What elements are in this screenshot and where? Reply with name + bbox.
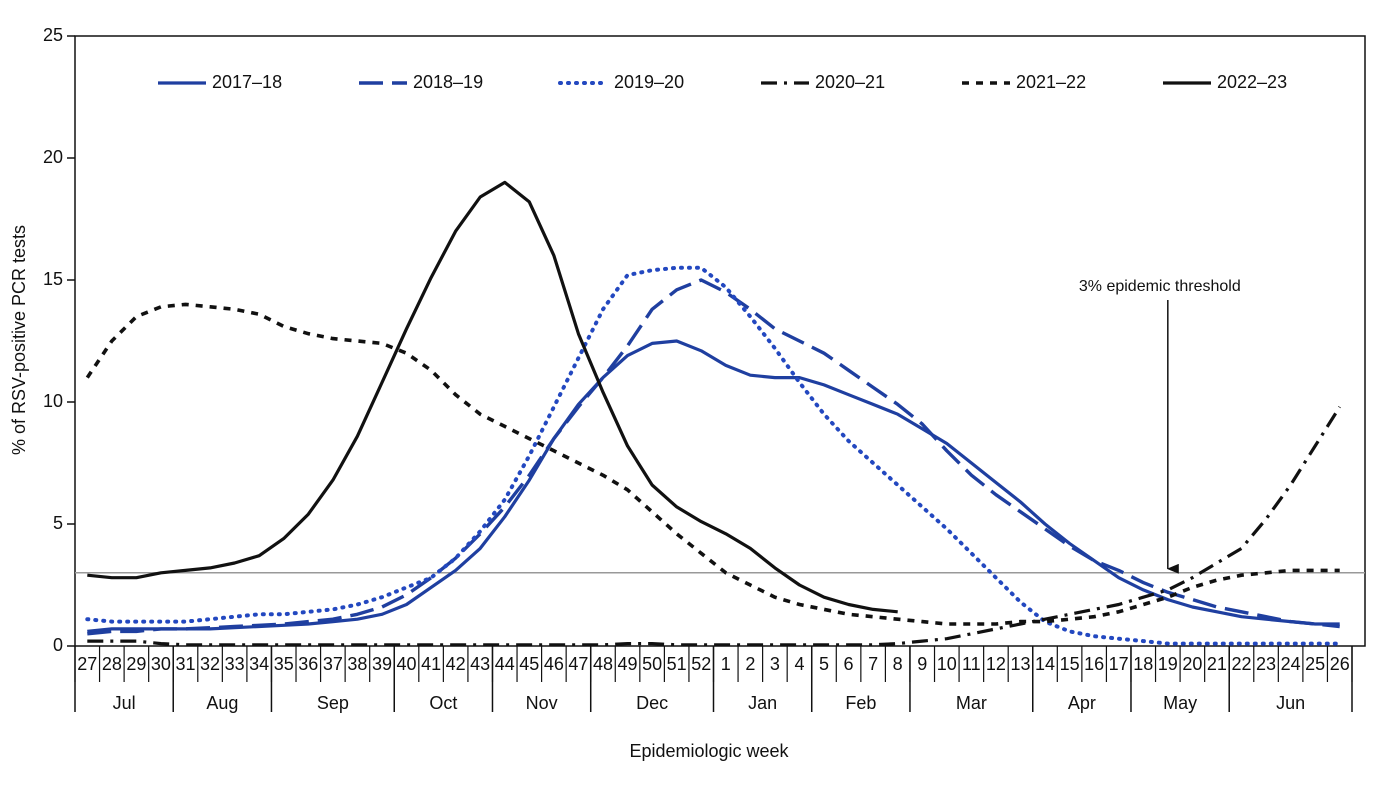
x-tick-label: 17	[1109, 654, 1129, 674]
x-tick-label: 4	[794, 654, 804, 674]
month-label: Apr	[1068, 693, 1096, 713]
y-tick-label: 5	[53, 513, 63, 533]
month-label: May	[1163, 693, 1197, 713]
x-tick-label: 30	[151, 654, 171, 674]
x-tick-label: 23	[1256, 654, 1276, 674]
x-tick-label: 7	[868, 654, 878, 674]
y-tick-label: 20	[43, 147, 63, 167]
x-tick-label: 28	[102, 654, 122, 674]
y-axis-title: % of RSV-positive PCR tests	[9, 225, 29, 455]
x-tick-label: 9	[917, 654, 927, 674]
x-tick-label: 24	[1281, 654, 1301, 674]
x-tick-label: 35	[274, 654, 294, 674]
legend-label: 2020–21	[815, 72, 885, 92]
x-tick-label: 11	[962, 654, 981, 674]
x-tick-label: 2	[745, 654, 755, 674]
x-tick-label: 3	[770, 654, 780, 674]
x-tick-label: 40	[397, 654, 417, 674]
x-tick-label: 43	[470, 654, 490, 674]
legend-label: 2019–20	[614, 72, 684, 92]
x-tick-label: 29	[126, 654, 146, 674]
x-tick-label: 45	[519, 654, 539, 674]
legend-label: 2017–18	[212, 72, 282, 92]
x-tick-label: 13	[1010, 654, 1030, 674]
x-tick-label: 22	[1231, 654, 1251, 674]
x-tick-label: 48	[593, 654, 613, 674]
x-tick-label: 5	[819, 654, 829, 674]
x-tick-label: 8	[893, 654, 903, 674]
series-line	[87, 180, 898, 614]
x-tick-label: 33	[225, 654, 245, 674]
x-tick-label: 36	[298, 654, 318, 674]
x-tick-label: 42	[446, 654, 466, 674]
x-tick-label: 39	[372, 654, 392, 674]
series-line	[85, 265, 1342, 646]
x-tick-label: 26	[1330, 654, 1350, 674]
x-tick-label: 32	[200, 654, 220, 674]
x-tick-label: 50	[642, 654, 662, 674]
x-tick-label: 49	[618, 654, 638, 674]
x-tick-label: 52	[691, 654, 711, 674]
x-tick-label: 44	[495, 654, 515, 674]
month-label: Sep	[317, 693, 349, 713]
month-label: Nov	[526, 693, 558, 713]
legend-label: 2021–22	[1016, 72, 1086, 92]
x-axis-title: Epidemiologic week	[629, 741, 789, 761]
series-line	[87, 406, 1342, 647]
x-tick-label: 31	[175, 654, 195, 674]
threshold-label: 3% epidemic threshold	[1079, 278, 1241, 295]
month-label: Mar	[956, 693, 987, 713]
month-label: Jul	[113, 693, 136, 713]
x-tick-label: 16	[1084, 654, 1104, 674]
x-tick-label: 47	[568, 654, 588, 674]
x-tick-label: 15	[1060, 654, 1080, 674]
month-label: Dec	[636, 693, 668, 713]
month-label: Aug	[206, 693, 238, 713]
y-tick-label: 25	[43, 25, 63, 45]
y-tick-label: 10	[43, 391, 63, 411]
x-tick-label: 12	[986, 654, 1006, 674]
x-tick-label: 34	[249, 654, 269, 674]
x-tick-label: 37	[323, 654, 343, 674]
series-line	[85, 302, 1340, 626]
x-tick-label: 41	[421, 654, 441, 674]
x-tick-label: 19	[1158, 654, 1178, 674]
series-line	[87, 339, 1340, 633]
legend-label: 2018–19	[413, 72, 483, 92]
x-tick-label: 46	[544, 654, 564, 674]
x-tick-label: 10	[937, 654, 957, 674]
y-tick-label: 0	[53, 635, 63, 655]
x-tick-label: 18	[1133, 654, 1153, 674]
legend-label: 2022–23	[1217, 72, 1287, 92]
x-tick-label: 25	[1305, 654, 1325, 674]
x-tick-label: 38	[347, 654, 367, 674]
x-tick-label: 6	[844, 654, 854, 674]
x-tick-label: 51	[667, 654, 687, 674]
month-label: Jan	[748, 693, 777, 713]
month-label: Feb	[845, 693, 876, 713]
month-label: Oct	[429, 693, 457, 713]
series-line	[87, 278, 1340, 636]
x-tick-label: 21	[1207, 654, 1227, 674]
y-tick-label: 15	[43, 269, 63, 289]
x-tick-label: 27	[77, 654, 97, 674]
x-tick-label: 20	[1182, 654, 1202, 674]
x-tick-label: 14	[1035, 654, 1055, 674]
x-tick-label: 1	[721, 654, 731, 674]
plot-frame	[74, 35, 1366, 647]
month-label: Jun	[1276, 693, 1305, 713]
